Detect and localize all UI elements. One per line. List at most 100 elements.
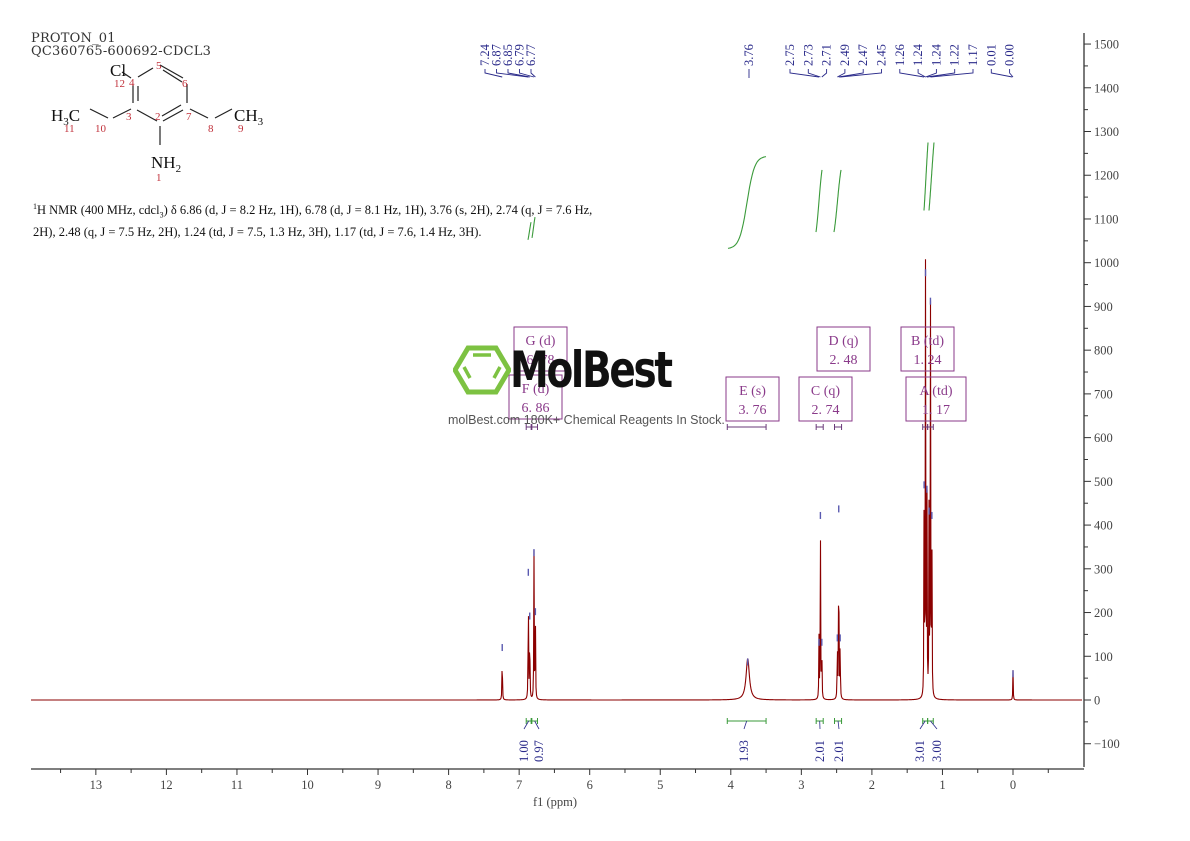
svg-text:2: 2 <box>155 111 161 123</box>
peak-shift-label: 7.24 <box>478 43 492 66</box>
y-tick-label: 1100 <box>1094 212 1119 226</box>
x-tick-label: 10 <box>301 778 314 792</box>
peak-shift-label: 1.26 <box>893 44 907 66</box>
peak-shift-label: 1.22 <box>948 44 962 66</box>
peak-shift-label: 0.00 <box>1003 44 1017 66</box>
x-tick-label: 3 <box>798 778 804 792</box>
integral-value-label: 3.01 <box>913 740 927 762</box>
multiplet-box-E: E (s) 3. 76 <box>725 376 780 430</box>
svg-text:11: 11 <box>64 123 75 135</box>
experiment-title: PROTON_01 <box>31 31 116 46</box>
atom-nh2: NH2 <box>151 153 181 175</box>
x-tick-label: 9 <box>375 778 381 792</box>
svg-text:4: 4 <box>129 77 135 89</box>
x-tick-label: 12 <box>160 778 173 792</box>
peak-shift-label: 2.73 <box>801 44 815 66</box>
molbest-logo-icon <box>453 345 511 395</box>
y-tick-label: 400 <box>1094 519 1113 533</box>
watermark-tagline: molBest.com 180K+ Chemical Reagents In S… <box>448 413 725 427</box>
multiplet-box-D: D (q) 2. 48 <box>816 326 871 430</box>
integral-value-label: 3.00 <box>930 740 944 762</box>
y-tick-label: 200 <box>1094 606 1113 620</box>
peak-shift-label: 6.77 <box>524 44 538 66</box>
atom-cl: Cl <box>110 61 126 80</box>
peak-shift-label: 1.17 <box>966 44 980 66</box>
x-axis: 13 12 11 10 9 8 7 6 5 4 3 2 1 0f1 (ppm) <box>31 768 1084 809</box>
x-axis-label: f1 (ppm) <box>533 795 577 809</box>
integral-value-label: 1.93 <box>737 740 751 762</box>
x-tick-label: 2 <box>869 778 875 792</box>
svg-text:D (q): D (q) <box>829 334 859 349</box>
peak-shift-label: 0.01 <box>984 44 998 66</box>
atom-h3c: H3C <box>51 106 80 128</box>
integral-labels: 1.00 0.97 1.93 2.01 2.01 3.01 3.00 <box>517 718 944 762</box>
svg-text:2. 74: 2. 74 <box>812 403 840 418</box>
svg-text:C (q): C (q) <box>811 384 841 399</box>
svg-text:1: 1 <box>156 172 162 184</box>
y-tick-label: 0 <box>1094 694 1100 708</box>
y-tick-label: 900 <box>1094 300 1113 314</box>
svg-text:5: 5 <box>156 60 162 72</box>
multiplet-box-F: F (d) 6. 86 <box>508 374 563 430</box>
svg-text:E (s): E (s) <box>739 384 766 399</box>
integral-curves <box>527 142 935 249</box>
y-tick-label: 300 <box>1094 562 1113 576</box>
peak-shift-label: 2.49 <box>838 44 852 66</box>
svg-text:6: 6 <box>182 78 188 90</box>
svg-text:7: 7 <box>186 111 192 123</box>
svg-text:G (d): G (d) <box>526 334 556 349</box>
y-tick-label: 500 <box>1094 475 1113 489</box>
watermark-brand: MolBest <box>510 341 673 399</box>
y-axis: 1500140013001200110010009008007006005004… <box>1083 33 1120 767</box>
x-tick-label: 11 <box>231 778 243 792</box>
peak-shift-label: 2.47 <box>856 44 870 66</box>
peak-shift-label: 3.76 <box>742 44 756 66</box>
multiplet-box-G: G (d) 6. 78 <box>513 326 568 430</box>
x-tick-label: 0 <box>1010 778 1016 792</box>
x-tick-label: 4 <box>728 778 735 792</box>
peak-shift-label: 1.24 <box>929 43 943 66</box>
spectrum-trace <box>31 259 1082 701</box>
nmr-summary-text: 1H NMR (400 MHz, cdcl3) δ 6.86 (d, J = 8… <box>33 202 593 239</box>
x-tick-label: 8 <box>445 778 451 792</box>
svg-text:2. 48: 2. 48 <box>830 353 858 368</box>
svg-text:A (td): A (td) <box>919 384 952 399</box>
svg-text:1. 24: 1. 24 <box>914 353 942 368</box>
integral-value-label: 0.97 <box>532 740 546 762</box>
y-tick-label: 700 <box>1094 387 1113 401</box>
peak-shift-label: 6.85 <box>501 44 515 66</box>
peak-shift-label: 6.87 <box>490 44 504 66</box>
multiplet-box-B: B (td) 1. 24 <box>900 326 955 430</box>
svg-text:6. 78: 6. 78 <box>527 353 555 368</box>
multiplet-box-A: A (td) 1. 17 <box>905 376 967 430</box>
multiplet-boxes: G (d) 6. 78 F (d) 6. 86 E (s) 3. 76 C (q) 2. 74… <box>508 326 967 430</box>
integral-value-label: 1.00 <box>517 740 531 762</box>
peak-shift-label: 1.24 <box>911 43 925 66</box>
svg-text:B (td): B (td) <box>911 334 944 349</box>
integral-value-label: 2.01 <box>813 740 827 762</box>
svg-text:F (d): F (d) <box>522 382 550 397</box>
y-tick-label: 800 <box>1094 344 1113 358</box>
y-tick-label: 100 <box>1094 650 1113 664</box>
sample-id: QC360765-600692-CDCL3 <box>31 44 212 59</box>
x-tick-label: 6 <box>587 778 593 792</box>
chemical-structure: Cl H3C CH3 NH2 12 11 9 1 2 3 4 5 6 7 8 1… <box>51 60 264 184</box>
peak-shift-label: 2.71 <box>820 44 834 66</box>
x-tick-label: 1 <box>939 778 945 792</box>
y-tick-label: 1200 <box>1094 169 1119 183</box>
x-tick-label: 5 <box>657 778 663 792</box>
y-tick-label: −100 <box>1094 737 1120 751</box>
svg-text:9: 9 <box>238 123 244 135</box>
y-tick-label: 1000 <box>1094 256 1119 270</box>
integral-value-label: 2.01 <box>832 740 846 762</box>
peak-shift-label: 6.79 <box>513 44 527 66</box>
x-tick-label: 13 <box>90 778 103 792</box>
svg-text:1. 17: 1. 17 <box>922 403 950 418</box>
svg-text:3: 3 <box>126 111 132 123</box>
y-tick-label: 1300 <box>1094 125 1119 139</box>
multiplet-box-C: C (q) 2. 74 <box>798 376 853 430</box>
y-tick-label: 1400 <box>1094 81 1119 95</box>
peak-shift-label: 2.45 <box>875 44 889 66</box>
svg-text:12: 12 <box>114 78 125 90</box>
